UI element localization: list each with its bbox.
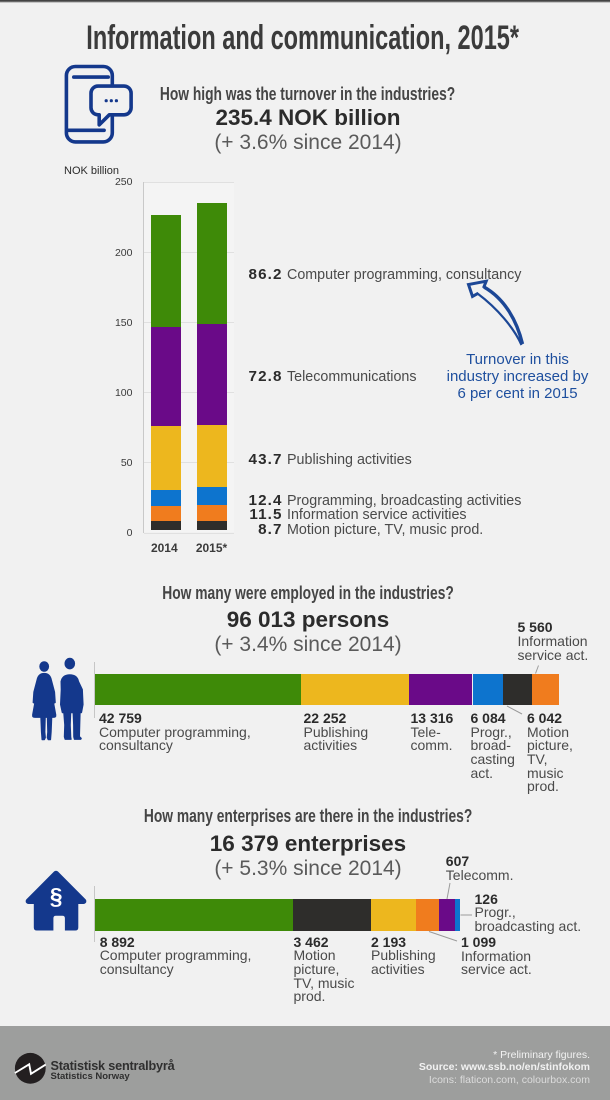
svg-text:§: §: [50, 883, 63, 909]
